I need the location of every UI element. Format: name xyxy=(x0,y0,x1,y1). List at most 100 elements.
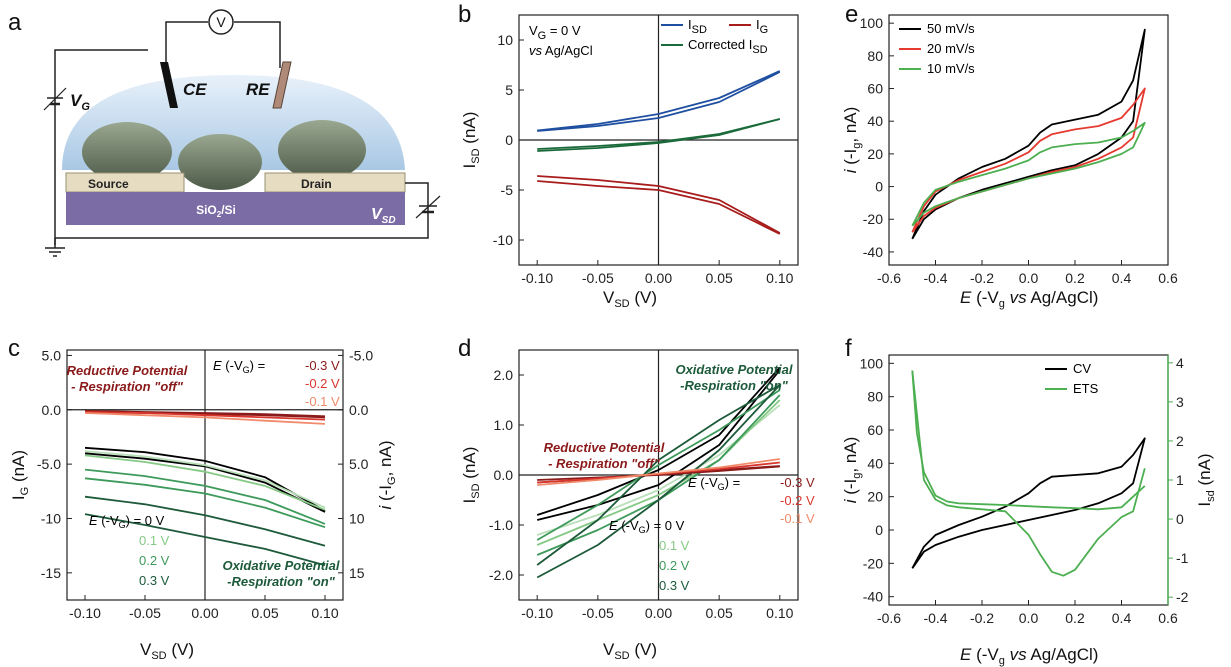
y-tick-label: -2.0 xyxy=(489,567,513,583)
legend-neg-item: -0.2 V xyxy=(305,376,340,391)
y-tick-label: -5 xyxy=(501,182,514,198)
re-label: RE xyxy=(246,80,270,99)
bacterium-middle-icon xyxy=(178,134,262,190)
y-right-tick-label: 5.0 xyxy=(349,456,369,472)
voltmeter-label: V xyxy=(216,14,226,30)
x-axis-label: E (-Vg vs Ag/AgCl) xyxy=(960,288,1098,310)
y-axis-label: ISD (nA) xyxy=(460,447,482,504)
x-tick-label: -0.05 xyxy=(582,605,614,621)
plot-frame xyxy=(888,354,1169,606)
x-tick-label: 0.05 xyxy=(706,270,733,286)
vg-label: VG xyxy=(70,91,90,113)
y-tick-label: 100 xyxy=(860,15,884,31)
ce-label: CE xyxy=(183,80,207,99)
y-tick-label: 20 xyxy=(867,146,883,162)
series-line-f-1 xyxy=(911,370,1146,511)
x-tick-label: -0.6 xyxy=(877,610,901,626)
substrate xyxy=(66,192,405,225)
y-right-tick-label: 3 xyxy=(1176,394,1184,410)
legend-pos-item: 0.2 V xyxy=(139,553,170,568)
series-line-c-0 xyxy=(84,410,326,418)
y-right-tick-label: 2 xyxy=(1176,433,1184,449)
annot-oxidative: Oxidative Potential xyxy=(675,362,792,377)
x-tick-label: 0.2 xyxy=(1065,610,1085,626)
x-tick-label: -0.6 xyxy=(877,270,901,286)
x-tick-label: -0.05 xyxy=(582,270,614,286)
y-right-tick-label: 0 xyxy=(1176,511,1184,527)
legend-label: 10 mV/s xyxy=(927,61,975,76)
x-tick-label: 0.0 xyxy=(1019,270,1039,286)
y-tick-label: -20 xyxy=(863,555,883,571)
series-line-d-5 xyxy=(536,389,781,541)
chart-panel-b: b -0.10 -0.05 0.00 0.05 0.10 -10 -5 0 5 10 VSD (V) I… xyxy=(458,1,799,310)
x-tick-label: 0.6 xyxy=(1158,610,1178,626)
legend-neg-item: -0.1 V xyxy=(780,511,815,526)
y-tick-label: 5 xyxy=(505,82,513,98)
y-tick-label: 60 xyxy=(867,422,883,438)
series-line-d-1 xyxy=(536,366,781,516)
x-tick-label: 0.05 xyxy=(251,605,278,621)
legend-neg-header: E (-VG) = xyxy=(688,475,740,492)
legend-pos-item: 0.1 V xyxy=(139,533,170,548)
legend-label: CV xyxy=(1073,361,1091,376)
legend-label: IG xyxy=(756,17,768,36)
chart-panel-d: d -0.10 -0.05 0.00 0.05 0.10 -2.0 -1.0 0.0 1.0 2.0… xyxy=(458,335,815,662)
series-line-d-3 xyxy=(536,399,781,546)
x-tick-label: 0.00 xyxy=(191,605,218,621)
y-axis-label: ISD (nA) xyxy=(460,112,482,169)
variable-arrow-icon xyxy=(43,87,67,111)
y-tick-label: -20 xyxy=(863,211,883,227)
y-right-tick-label: -1 xyxy=(1176,550,1189,566)
y-tick-label: 20 xyxy=(867,489,883,505)
substrate-label: SiO2/Si xyxy=(196,203,236,219)
x-tick-label: 0.10 xyxy=(766,605,793,621)
series-line-b-2 xyxy=(537,175,781,234)
panel-label-e: e xyxy=(845,1,858,28)
series-line-d-6 xyxy=(536,384,781,579)
chart-panel-e: e -0.6 -0.4 -0.2 0.0 0.2 0.4 0.6 -40 -20 0 20 40 60 80… xyxy=(841,1,1178,310)
panel-label-f: f xyxy=(845,335,852,362)
annot-respiration-off: - Respiration "off" xyxy=(71,379,184,394)
y-tick-label: 0.0 xyxy=(42,402,62,418)
drain-electrode xyxy=(264,172,406,193)
legend-pos-item: 0.3 V xyxy=(659,578,690,593)
series-line-b-3 xyxy=(537,180,781,235)
series-line-f-2 xyxy=(911,370,1146,577)
y-tick-label: 0 xyxy=(875,522,883,538)
x-tick-label: -0.05 xyxy=(129,605,161,621)
series-line-b-0 xyxy=(537,71,781,132)
x-tick-label: -0.10 xyxy=(521,270,553,286)
legend-neg-item: -0.2 V xyxy=(780,493,815,508)
bacterium-right-icon xyxy=(278,120,366,180)
reference-electrode-icon xyxy=(272,61,292,109)
y-right-tick-label: -5.0 xyxy=(349,347,373,363)
annot-respiration-off: - Respiration "off" xyxy=(548,456,661,471)
series-line-c-3 xyxy=(84,412,326,425)
y-tick-label: 40 xyxy=(867,455,883,471)
x-tick-label: -0.10 xyxy=(69,605,101,621)
y-tick-label: -40 xyxy=(863,244,883,260)
legend-label: 50 mV/s xyxy=(927,21,975,36)
x-axis-label: E (-Vg vs Ag/AgCl) xyxy=(960,645,1098,667)
x-tick-label: 0.0 xyxy=(1019,610,1039,626)
x-tick-label: 0.05 xyxy=(706,605,733,621)
series-line-c-9 xyxy=(84,477,326,529)
series-line-b-1 xyxy=(537,70,781,132)
gate-wire xyxy=(54,49,148,245)
x-tick-label: -0.2 xyxy=(970,610,994,626)
legend-pos-item: 0.3 V xyxy=(139,573,170,588)
legend-label: 20 mV/s xyxy=(927,41,975,56)
y-right-tick-label: 4 xyxy=(1176,355,1184,371)
x-tick-label: 0.2 xyxy=(1065,270,1085,286)
legend-neg-item: -0.3 V xyxy=(305,358,340,373)
chart-panel-c: c -0.10 -0.05 0.00 0.05 0.10 -15 -10 -5.0 0.0 5.0 1… xyxy=(8,335,398,662)
y-tick-label: 1.0 xyxy=(494,417,514,433)
panel-label-d: d xyxy=(458,335,471,362)
series-line-e-2 xyxy=(911,121,1146,227)
y-right-tick-label: 15 xyxy=(349,565,365,581)
y-right-axis-label: Isd (nA) xyxy=(1195,453,1217,506)
legend-neg-header: E (-VG) = xyxy=(213,358,265,375)
panel-label-b: b xyxy=(458,1,471,28)
meter-wire xyxy=(165,21,281,68)
